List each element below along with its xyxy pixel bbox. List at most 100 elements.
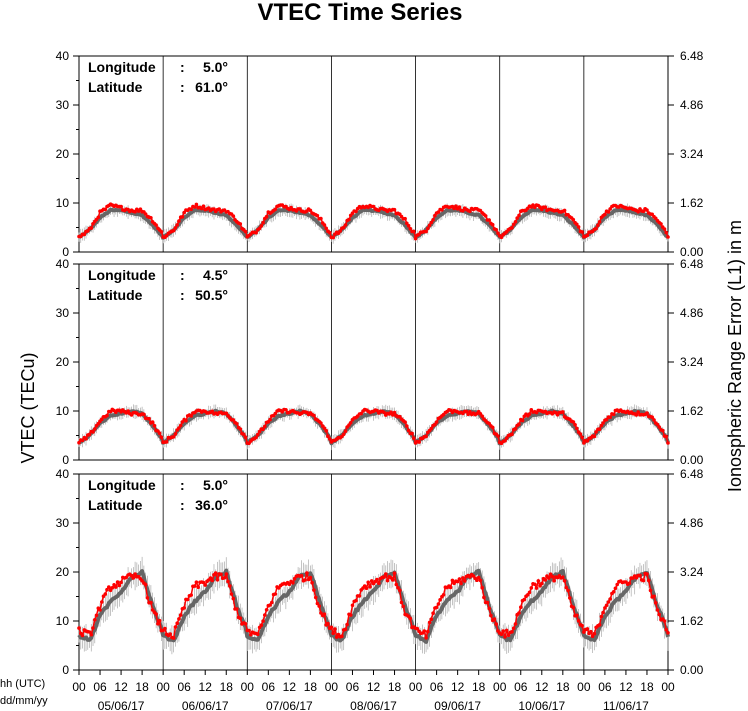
measured-point — [571, 605, 576, 610]
measured-point — [511, 626, 516, 631]
longitude-value: 4.5° — [203, 267, 228, 283]
measured-point — [171, 636, 176, 640]
date-tick-label: 05/06/17 — [98, 699, 145, 711]
hour-tick-label: 00 — [156, 680, 170, 694]
measured-point — [261, 220, 265, 225]
measured-point — [580, 435, 584, 440]
measured-point — [110, 586, 115, 590]
right-tick-label: 4.86 — [680, 516, 704, 530]
measured-point — [143, 582, 148, 587]
measured-point — [319, 216, 323, 221]
left-tick-label: 10 — [56, 404, 70, 418]
measured-point — [478, 578, 483, 583]
measured-point — [608, 415, 612, 420]
right-tick-label: 3.24 — [680, 355, 704, 369]
measured-point — [594, 430, 598, 434]
measured-point — [259, 224, 264, 228]
measured-point — [345, 622, 350, 627]
measured-point — [429, 220, 434, 225]
measured-point — [666, 235, 670, 239]
measured-point — [231, 596, 236, 601]
measured-point — [562, 208, 567, 213]
measured-point — [636, 410, 640, 414]
left-tick-label: 40 — [56, 257, 70, 271]
measured-point — [590, 634, 595, 638]
panel-1: 0 10 20 30 40 0.00 1.62 3.24 4.86 6.48 Longitude: 5… — [56, 49, 704, 259]
panel-2: 0 10 20 30 40 0.00 1.62 3.24 4.86 6.48 Longitude: 4… — [56, 257, 704, 467]
left-tick-label: 10 — [56, 196, 70, 210]
left-tick-label: 0 — [62, 453, 69, 467]
measured-point — [180, 215, 185, 219]
measured-point — [168, 632, 172, 636]
right-tick-label: 4.86 — [680, 98, 704, 112]
measured-point — [329, 625, 334, 630]
x-axis-label-hour: hh (UTC) — [0, 678, 45, 690]
measured-point — [326, 434, 330, 439]
measured-point — [426, 629, 430, 634]
measured-point — [519, 605, 523, 609]
measured-point — [636, 210, 640, 214]
measured-point — [210, 578, 214, 583]
measured-point — [105, 413, 109, 418]
measured-point — [194, 202, 199, 207]
longitude-separator: : — [180, 477, 185, 493]
right-tick-label: 1.62 — [680, 196, 704, 210]
measured-point — [424, 434, 428, 439]
measured-point — [650, 415, 654, 420]
measured-point — [343, 627, 348, 632]
measured-point — [177, 426, 181, 430]
measured-point — [580, 623, 584, 628]
measured-point — [219, 572, 223, 577]
measured-point — [503, 438, 507, 443]
hour-tick-label: 00 — [409, 680, 423, 694]
measured-point — [94, 613, 99, 618]
measured-point — [334, 635, 339, 639]
measured-point — [496, 231, 500, 235]
measured-point — [201, 580, 206, 585]
measured-point — [382, 410, 386, 415]
measured-point — [599, 614, 604, 619]
hour-tick-label: 00 — [241, 680, 255, 694]
right-tick-label: 6.48 — [680, 467, 704, 481]
measured-point — [589, 629, 593, 634]
measured-point — [322, 223, 327, 227]
measured-point — [613, 586, 618, 591]
measured-point — [324, 226, 329, 231]
measured-point — [96, 215, 101, 220]
measured-point — [459, 581, 463, 586]
measured-point — [84, 436, 88, 441]
measured-point — [310, 580, 314, 585]
measured-point — [448, 585, 453, 590]
measured-point — [527, 590, 532, 595]
measured-point — [273, 207, 278, 212]
measured-point — [403, 420, 407, 424]
measured-point — [529, 586, 534, 590]
measured-point — [648, 588, 653, 593]
measured-point — [603, 606, 607, 610]
measured-point — [594, 226, 598, 231]
measured-point — [255, 632, 260, 637]
measured-point — [464, 409, 469, 414]
measured-point — [338, 229, 343, 233]
panel-3: 0 10 20 30 40 0.00 1.62 3.24 4.86 6.48 Longitude: 5… — [56, 467, 704, 677]
measured-point — [273, 592, 278, 596]
measured-point — [308, 208, 313, 213]
measured-point — [157, 618, 162, 623]
measured-point — [157, 431, 162, 436]
measured-point — [490, 222, 495, 227]
measured-point — [91, 430, 95, 434]
measured-point — [299, 574, 304, 578]
measured-point — [396, 585, 400, 590]
measured-point — [480, 585, 485, 590]
right-axis-label: Ionospheric Range Error (L1) in m — [725, 220, 745, 492]
measured-point — [331, 235, 336, 240]
measured-point — [550, 574, 555, 579]
measured-point — [510, 432, 514, 437]
measured-point — [646, 578, 651, 583]
measured-point — [578, 432, 583, 436]
measured-point — [645, 572, 649, 576]
measured-point — [515, 216, 519, 220]
right-tick-label: 6.48 — [680, 257, 704, 271]
measured-point — [429, 426, 434, 431]
